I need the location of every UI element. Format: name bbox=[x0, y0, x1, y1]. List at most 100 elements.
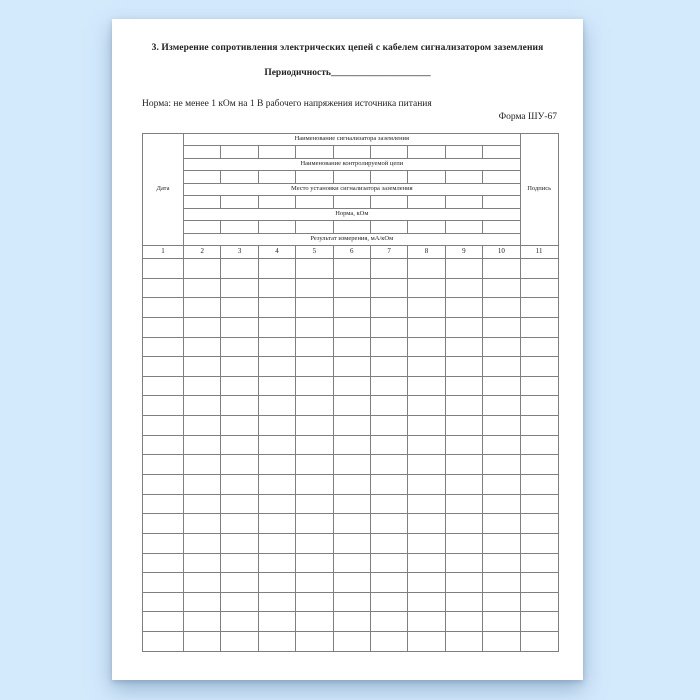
input-cell bbox=[482, 195, 521, 209]
data-cell bbox=[519, 395, 559, 417]
input-cell bbox=[444, 145, 484, 159]
column-number: 3 bbox=[220, 244, 259, 259]
data-cell bbox=[407, 277, 446, 299]
data-cell bbox=[407, 591, 446, 613]
data-cell bbox=[444, 434, 484, 456]
data-cell bbox=[257, 572, 297, 593]
data-cell bbox=[369, 356, 409, 377]
data-cell bbox=[519, 336, 559, 358]
table-row bbox=[142, 611, 559, 633]
data-cell bbox=[257, 631, 297, 652]
table-row bbox=[142, 532, 559, 554]
data-cell bbox=[182, 415, 222, 436]
data-cell bbox=[295, 513, 334, 534]
table-header-section: Дата Наименование сигнализатора заземлен… bbox=[142, 132, 559, 259]
data-cell bbox=[369, 493, 409, 515]
data-cell bbox=[182, 552, 222, 574]
group-header-signal-name: Наименование сигнализатора заземления bbox=[183, 132, 521, 147]
data-cell bbox=[444, 316, 484, 338]
data-cell bbox=[444, 375, 484, 397]
data-cell bbox=[220, 454, 259, 475]
input-cell bbox=[220, 195, 259, 209]
data-cell bbox=[369, 336, 409, 358]
data-cell bbox=[142, 375, 184, 397]
data-cell bbox=[220, 631, 259, 652]
data-cell bbox=[295, 257, 334, 279]
data-cell bbox=[142, 493, 184, 515]
data-cell bbox=[407, 434, 446, 456]
data-cell bbox=[369, 297, 409, 318]
data-cell bbox=[444, 631, 484, 652]
data-cell bbox=[332, 454, 371, 475]
data-cell bbox=[519, 591, 559, 613]
group-header-circuit-name: Наименование контролируемой цепи bbox=[183, 157, 521, 172]
table-row bbox=[142, 297, 559, 318]
data-cell bbox=[257, 336, 297, 358]
data-cell bbox=[142, 277, 184, 299]
data-cell bbox=[182, 454, 222, 475]
data-cell bbox=[295, 336, 334, 358]
data-cell bbox=[182, 473, 222, 495]
column-number: 9 bbox=[444, 244, 484, 259]
data-cell bbox=[407, 375, 446, 397]
data-cell bbox=[220, 277, 259, 299]
data-cell bbox=[444, 552, 484, 574]
data-cell bbox=[142, 415, 184, 436]
input-cell bbox=[182, 220, 222, 234]
data-cell bbox=[142, 356, 184, 377]
input-cell bbox=[482, 145, 521, 159]
table-row bbox=[142, 257, 559, 279]
data-cell bbox=[142, 611, 184, 633]
data-cell bbox=[482, 277, 521, 299]
form-code: Форма ШУ-67 bbox=[498, 112, 557, 122]
data-cell bbox=[332, 473, 371, 495]
data-cell bbox=[257, 473, 297, 495]
data-cell bbox=[142, 572, 184, 593]
table-row bbox=[142, 395, 559, 417]
data-cell bbox=[444, 572, 484, 593]
data-cell bbox=[220, 591, 259, 613]
data-cell bbox=[220, 336, 259, 358]
input-cell bbox=[220, 145, 259, 159]
data-cell bbox=[182, 257, 222, 279]
data-cell bbox=[257, 434, 297, 456]
data-cell bbox=[295, 395, 334, 417]
data-cell bbox=[295, 316, 334, 338]
data-cell bbox=[444, 395, 484, 417]
data-cell bbox=[444, 473, 484, 495]
data-cell bbox=[407, 316, 446, 338]
data-cell bbox=[220, 532, 259, 554]
data-cell bbox=[407, 611, 446, 633]
data-cell bbox=[142, 454, 184, 475]
data-cell bbox=[332, 257, 371, 279]
data-cell bbox=[332, 493, 371, 515]
table-row bbox=[142, 631, 559, 652]
data-cell bbox=[369, 591, 409, 613]
group-input-row bbox=[143, 195, 559, 209]
input-cell bbox=[182, 170, 222, 184]
data-cell bbox=[407, 395, 446, 417]
input-cell bbox=[182, 195, 222, 209]
norm-text: Норма: не менее 1 кОм на 1 В рабочего на… bbox=[142, 99, 432, 109]
data-cell bbox=[482, 336, 521, 358]
data-cell bbox=[295, 493, 334, 515]
data-cell bbox=[369, 572, 409, 593]
data-cell bbox=[257, 454, 297, 475]
data-cell bbox=[444, 513, 484, 534]
data-cell bbox=[257, 591, 297, 613]
data-cell bbox=[444, 415, 484, 436]
data-cell bbox=[257, 611, 297, 633]
data-cell bbox=[142, 473, 184, 495]
input-cell bbox=[295, 220, 334, 234]
input-cell bbox=[369, 220, 409, 234]
table-row bbox=[142, 277, 559, 299]
data-cell bbox=[407, 454, 446, 475]
data-cell bbox=[142, 297, 184, 318]
data-cell bbox=[519, 631, 559, 652]
input-cell bbox=[407, 220, 446, 234]
data-cell bbox=[369, 415, 409, 436]
data-cell bbox=[407, 493, 446, 515]
data-cell bbox=[519, 473, 559, 495]
data-cell bbox=[332, 297, 371, 318]
signature-column-header: Подпись bbox=[519, 133, 559, 246]
